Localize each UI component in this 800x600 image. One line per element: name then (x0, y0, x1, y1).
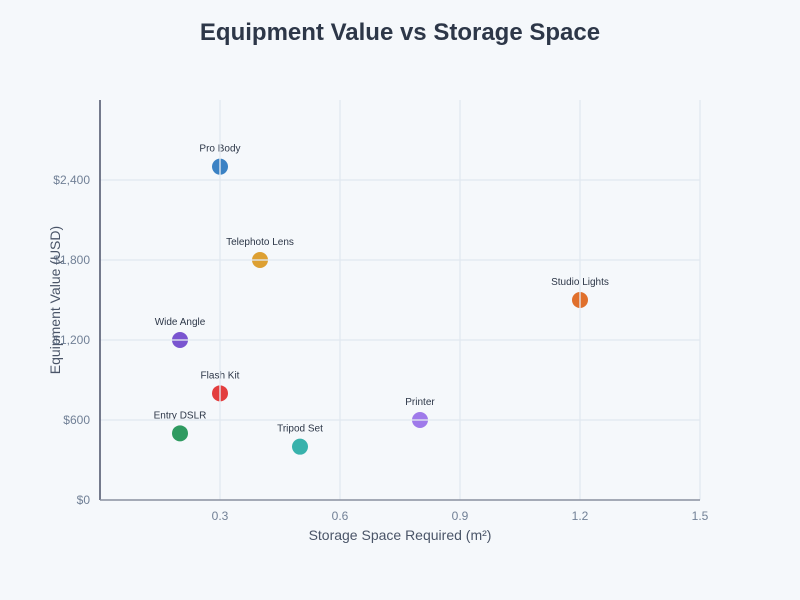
data-point[interactable] (172, 425, 188, 442)
data-point[interactable] (292, 438, 308, 455)
y-tick-label: $1,200 (53, 333, 90, 347)
x-tick-label: 0.9 (452, 509, 469, 523)
x-tick-label: 1.2 (572, 509, 589, 523)
x-axis-label: Storage Space Required (m²) (309, 527, 492, 543)
x-tick-label: 1.5 (692, 509, 709, 523)
x-tick-label: 0.6 (332, 509, 349, 523)
data-point-label: Entry DSLR (154, 410, 207, 421)
x-tick-label: 0.3 (212, 509, 229, 523)
data-point-label: Wide Angle (155, 317, 206, 328)
data-point-label: Tripod Set (277, 424, 323, 435)
y-tick-label: $0 (77, 493, 91, 507)
data-point-label: Printer (405, 397, 435, 408)
chart-title: Equipment Value vs Storage Space (200, 19, 600, 46)
y-axis-label: Equipment Value (USD) (47, 226, 63, 374)
y-tick-label: $2,400 (53, 173, 90, 187)
data-point-label: Telephoto Lens (226, 237, 294, 248)
y-tick-label: $1,800 (53, 253, 90, 267)
y-tick-label: $600 (63, 413, 90, 427)
